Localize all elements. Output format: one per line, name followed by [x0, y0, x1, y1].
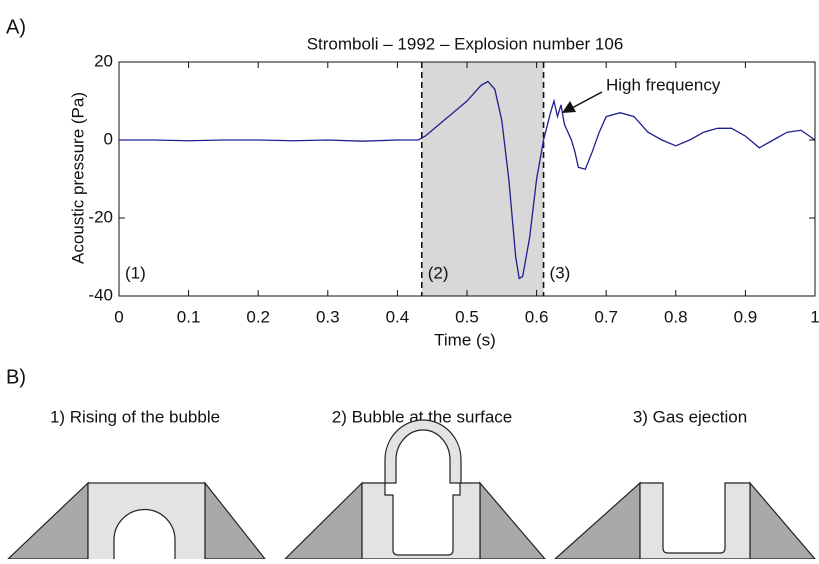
x-tick-label: 0 [114, 307, 123, 326]
diagram-ejection [553, 481, 817, 560]
diagram-surface [283, 419, 547, 560]
chart-title: Stromboli – 1992 – Explosion number 106 [307, 34, 624, 53]
y-tick-label: 0 [104, 129, 113, 148]
shaded-region [421, 62, 544, 296]
y-tick-label: -20 [88, 207, 113, 226]
y-axis-label: Acoustic pressure (Pa) [68, 92, 87, 264]
diagram-rising [6, 481, 267, 564]
diagram-caption: 3) Gas ejection [633, 407, 747, 426]
phase-label: (1) [125, 263, 146, 282]
x-tick-label: 1 [810, 307, 819, 326]
arrow-head [562, 101, 576, 113]
x-axis-label: Time (s) [434, 330, 496, 349]
phase-label: (3) [550, 263, 571, 282]
panel-label: B) [6, 366, 26, 388]
x-tick-label: 0.1 [177, 307, 201, 326]
x-tick-label: 0.2 [246, 307, 270, 326]
x-tick-label: 0.3 [316, 307, 340, 326]
diagram-caption: 2) Bubble at the surface [332, 407, 513, 426]
plot-frame [118, 61, 816, 297]
x-tick-label: 0.7 [594, 307, 618, 326]
x-tick-label: 0.8 [664, 307, 688, 326]
annotation-arrow [571, 91, 603, 109]
y-tick-label: 20 [94, 51, 113, 70]
y-tick-label: -40 [88, 285, 113, 304]
phase-label: (2) [428, 263, 449, 282]
data-line [119, 80, 816, 280]
x-tick-label: 0.9 [734, 307, 758, 326]
x-tick-label: 0.5 [455, 307, 479, 326]
annotation: High frequency [606, 75, 721, 94]
diagram-caption: 1) Rising of the bubble [50, 407, 220, 426]
panel-label: A) [6, 16, 26, 38]
x-tick-label: 0.4 [386, 307, 410, 326]
plot: 0 0.1 0.2 0.3 0.4 0.5 0.6 0.7 0.8 0.9 1 -40 -20 0 20 (1… [88, 51, 819, 326]
x-tick-label: 0.6 [525, 307, 549, 326]
